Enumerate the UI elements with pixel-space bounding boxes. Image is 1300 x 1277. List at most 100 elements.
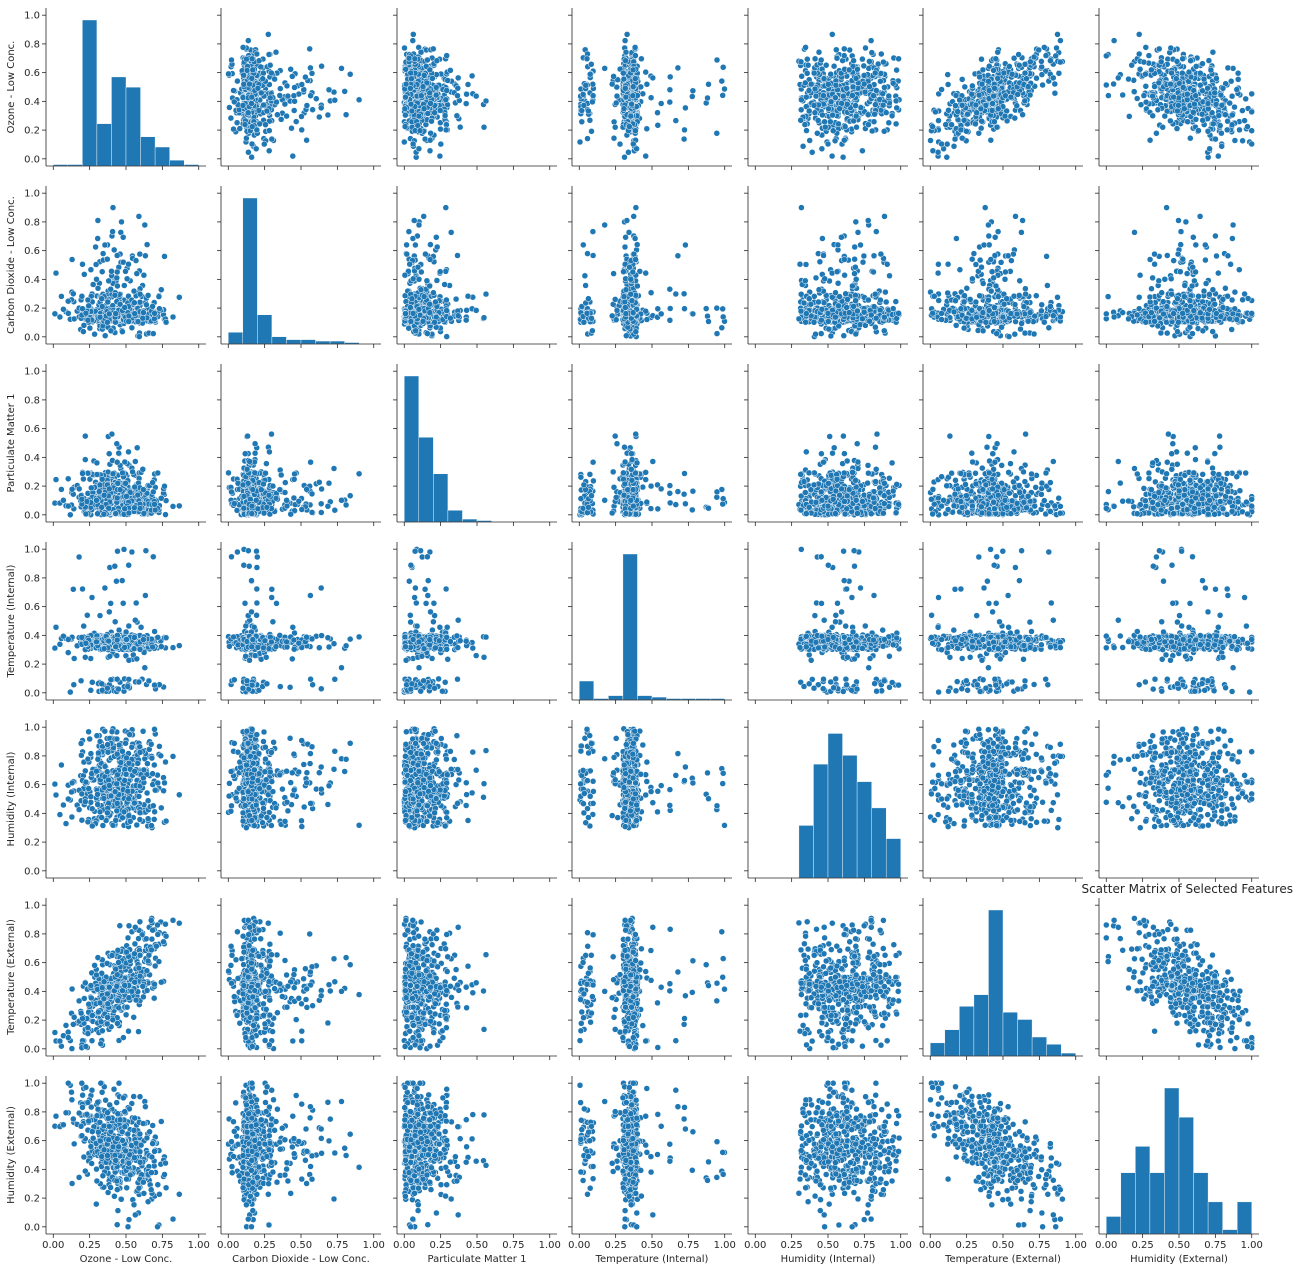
scatter-point (347, 71, 353, 77)
scatter-point (803, 94, 809, 100)
scatter-point (812, 110, 818, 116)
y-tick-label: 0.0 (24, 154, 40, 165)
scatter-point (162, 253, 168, 259)
scatter-point (129, 325, 135, 331)
scatter-point (318, 105, 324, 111)
y-tick-label: 0.8 (24, 217, 40, 228)
scatter-point (1006, 63, 1012, 69)
scatter-point (268, 70, 274, 76)
scatter-point (973, 121, 979, 127)
y-tick-label: 1.0 (24, 189, 40, 200)
scatter-point (481, 124, 487, 130)
scatter-point (988, 137, 994, 143)
scatter-point (880, 91, 886, 97)
scatter-point (229, 57, 235, 63)
scatter-point (1027, 92, 1033, 98)
scatter-point (658, 101, 664, 107)
scatter-point (979, 118, 985, 124)
scatter-point (455, 253, 461, 259)
scatter-point (959, 102, 965, 108)
scatter-point (454, 113, 460, 119)
scatter-point (1131, 89, 1137, 95)
scatter-point (1219, 102, 1225, 108)
scatter-point (241, 81, 247, 87)
scatter-point (1103, 82, 1109, 88)
scatter-point (955, 109, 961, 115)
scatter-point (299, 82, 305, 88)
scatter-point (580, 91, 586, 97)
scatter-point (1249, 91, 1255, 97)
scatter-point (313, 96, 319, 102)
scatter-point (589, 99, 595, 105)
scatter-point (823, 62, 829, 68)
scatter-point (356, 97, 362, 103)
scatter-point (1207, 146, 1213, 152)
scatter-point (868, 38, 874, 44)
scatter-point (861, 63, 867, 69)
scatter-point (1052, 81, 1058, 87)
scatter-point (889, 113, 895, 119)
scatter-point (869, 50, 875, 56)
scatter-point (455, 75, 461, 81)
scatter-point (630, 141, 636, 147)
scatter-point (617, 141, 623, 147)
scatter-point (1055, 31, 1061, 37)
scatter-point (1175, 102, 1181, 108)
scatter-point (307, 46, 313, 52)
scatter-point (945, 82, 951, 88)
scatter-point (1111, 38, 1117, 44)
y-tick-label: 0.8 (24, 39, 40, 50)
scatter-point (433, 234, 439, 240)
scatter-point (626, 124, 632, 130)
scatter-point (815, 117, 821, 123)
scatter-point (890, 80, 896, 86)
scatter-point (1229, 112, 1235, 118)
scatter-point (584, 56, 590, 62)
scatter-point (623, 58, 629, 64)
scatter-point (253, 146, 259, 152)
scatter-point (483, 291, 489, 297)
scatter-point (132, 311, 138, 317)
y-tick-label: 0.4 (24, 97, 40, 108)
scatter-point (150, 303, 156, 309)
scatter-point (583, 82, 589, 88)
scatter-point (1184, 91, 1190, 97)
scatter-point (1027, 59, 1033, 65)
scatter-point (831, 63, 837, 69)
scatter-point (825, 81, 831, 87)
scatter-point (1009, 71, 1015, 77)
scatter-point (289, 125, 295, 131)
scatter-point (807, 138, 813, 144)
scatter-point (291, 108, 297, 114)
scatter-points (796, 31, 902, 160)
scatter-point (420, 84, 426, 90)
scatter-point (812, 56, 818, 62)
hist-bar (170, 160, 185, 166)
scatter-point (1143, 99, 1149, 105)
scatter-point (404, 242, 410, 248)
scatter-point (433, 84, 439, 90)
scatter-point (1020, 112, 1026, 118)
scatter-point (60, 306, 66, 312)
scatter-point (862, 89, 868, 95)
scatter-point (401, 139, 407, 145)
scatter-point (119, 219, 125, 225)
scatter-point (1038, 58, 1044, 64)
hist-bar (301, 340, 316, 344)
scatter-point (612, 124, 618, 130)
scatter-point (871, 93, 877, 99)
scatter-point (861, 72, 867, 78)
scatter-point (690, 88, 696, 94)
scatter-point (976, 130, 982, 136)
scatter-point (408, 70, 414, 76)
scatter-point (94, 276, 100, 282)
scatter-point (832, 138, 838, 144)
scatter-point (859, 56, 865, 62)
scatter-point (402, 112, 408, 118)
scatter-point (682, 105, 688, 111)
scatter-point (1024, 76, 1030, 82)
scatter-point (421, 72, 427, 78)
scatter-point (309, 70, 315, 76)
scatter-point (284, 113, 290, 119)
scatter-point (871, 119, 877, 125)
